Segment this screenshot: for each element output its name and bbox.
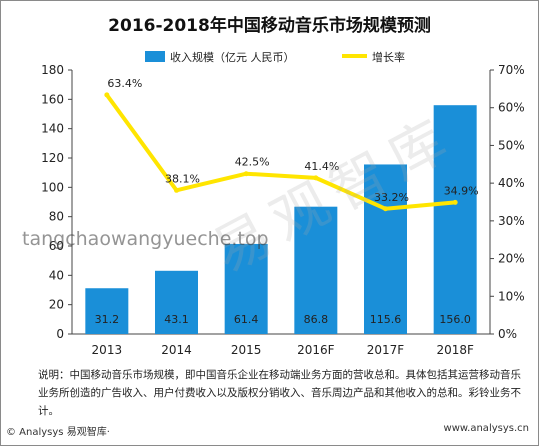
x-tick-label: 2016F [297,343,335,357]
legend-swatch-bar [145,51,165,62]
growth-point [313,175,319,181]
growth-point [174,187,179,193]
bar-value-label: 156.0 [439,313,471,326]
bar-value-label: 61.4 [234,313,259,326]
growth-value-label: 38.1% [165,172,200,185]
bar-value-label: 115.6 [370,313,402,326]
bar [224,243,268,334]
growth-value-label: 63.4% [107,77,142,90]
watermark-text: tangchaowangyueche.top [22,228,269,250]
y-left-tick-label: 120 [41,151,64,165]
y-right-tick-label: 0% [498,327,517,341]
footnote: 说明：中国移动音乐市场规模，即中国音乐企业在移动端业务方面的营收总和。具体包括其… [38,369,521,417]
growth-value-label: 42.5% [235,156,270,169]
y-right-tick-label: 70% [498,63,525,77]
bar-value-label: 43.1 [164,313,189,326]
y-left-tick-label: 20 [49,298,64,312]
growth-value-label: 41.4% [304,160,339,173]
y-right-tick-label: 10% [498,289,525,303]
growth-value-label: 33.2% [374,191,409,204]
y-left-tick-label: 140 [41,122,64,136]
bar [433,105,477,334]
chart-title: 2016-2018年中国移动音乐市场规模预测 [108,16,431,36]
growth-value-label: 34.9% [444,184,479,197]
y-right-tick-label: 30% [498,214,525,228]
growth-line [104,92,458,211]
bar [364,164,407,334]
bar-value-label: 31.2 [95,313,120,326]
bar [155,270,198,334]
x-tick-label: 2015 [231,343,262,357]
y-left-tick-label: 80 [49,210,64,224]
growth-point [104,92,110,98]
y-right-tick-label: 50% [498,138,525,152]
data-labels: 31.2 43.1 61.4 86.8 115.6 156.0 63.4% 38.1% 42.5… [95,77,479,326]
legend-label-bar: 收入规模（亿元 人民币） [170,50,295,64]
y-right-tick-label: 60% [498,101,525,115]
legend: 收入规模（亿元 人民币） 增长率 [145,50,405,64]
y-left-tick-label: 60 [49,239,64,253]
brand-label: © Analysys 易观智库· [6,427,110,438]
site-url: www.analysys.cn [443,423,529,434]
line-series [104,92,458,212]
y-left-tick-label: 0 [56,327,64,341]
x-tick-label: 2018F [436,343,474,357]
y-right-tick-label: 40% [498,176,525,190]
growth-point [452,199,458,205]
bar [294,206,338,334]
y-left-tick-label: 100 [41,180,64,194]
axes: 0 20 40 60 80 100 120 140 160 180 0% 10% 20% 30% 40% 50… [41,63,525,357]
legend-label-line: 增长率 [372,50,405,64]
bar [85,288,129,334]
bar-value-label: 86.8 [304,313,329,326]
bar-series [85,105,477,334]
y-left-tick-label: 160 [41,92,64,106]
x-tick-label: 2017F [367,343,405,357]
x-tick-label: 2014 [161,343,192,357]
growth-point [243,171,249,177]
growth-point [383,206,388,212]
y-left-tick-label: 180 [41,63,64,77]
y-left-tick-label: 40 [49,268,64,282]
y-right-tick-label: 20% [498,252,525,266]
x-tick-label: 2013 [92,343,123,357]
